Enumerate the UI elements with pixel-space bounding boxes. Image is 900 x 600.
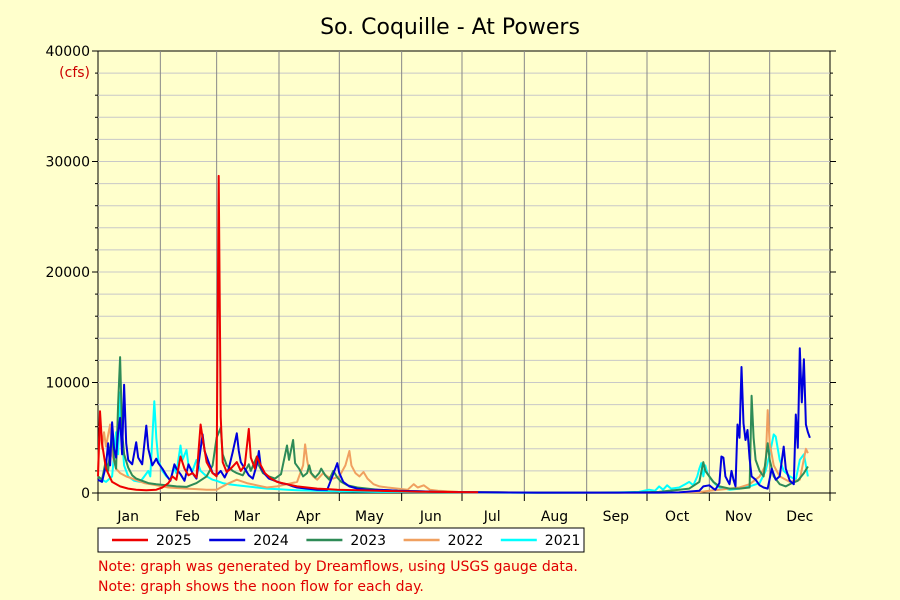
y-tick-label: 20000: [45, 265, 90, 281]
chart-title: So. Coquille - At Powers: [320, 15, 580, 40]
series-line-2024: [97, 347, 811, 494]
legend-label-2025: 2025: [156, 533, 192, 549]
legend-label-2023: 2023: [350, 533, 386, 549]
x-tick-label: Dec: [786, 509, 813, 525]
x-tick-label: Oct: [665, 509, 690, 525]
x-tick-label: Feb: [175, 509, 200, 525]
series-line-2025: [97, 174, 479, 494]
x-tick-label: Apr: [296, 509, 320, 525]
y-tick-label: 0: [81, 486, 90, 502]
x-tick-label: Sep: [603, 509, 630, 525]
x-tick-label: May: [355, 509, 384, 525]
y-tick-label: 10000: [45, 376, 90, 392]
legend-label-2022: 2022: [448, 533, 484, 549]
legend: 2025 2024 2023 2022 2021: [97, 527, 585, 553]
y-axis-unit-label: (cfs): [59, 65, 90, 81]
legend-label-2021: 2021: [545, 533, 581, 549]
y-axis-ticks: 0 10000 20000 30000 40000: [45, 44, 836, 502]
series-layer: [97, 174, 811, 494]
y-tick-label: 30000: [45, 155, 90, 171]
note-noon-flow: Note: graph shows the noon flow for each…: [98, 579, 424, 595]
series-line-2023: [97, 356, 809, 494]
x-tick-label: Jan: [116, 509, 139, 525]
x-tick-label: Jul: [483, 509, 501, 525]
legend-label-2024: 2024: [253, 533, 289, 549]
note-data-source: Note: graph was generated by Dreamflows,…: [98, 559, 578, 575]
x-tick-label: Jun: [419, 509, 442, 525]
x-axis-ticks: Jan Feb Mar Apr May Jun Jul Aug Sep Oct Nov Dec: [97, 493, 831, 525]
x-tick-label: Mar: [234, 509, 261, 525]
y-tick-label: 40000: [45, 44, 90, 60]
x-tick-label: Aug: [541, 509, 568, 525]
x-tick-label: Nov: [725, 509, 752, 525]
vertical-gridlines: [159, 51, 771, 493]
